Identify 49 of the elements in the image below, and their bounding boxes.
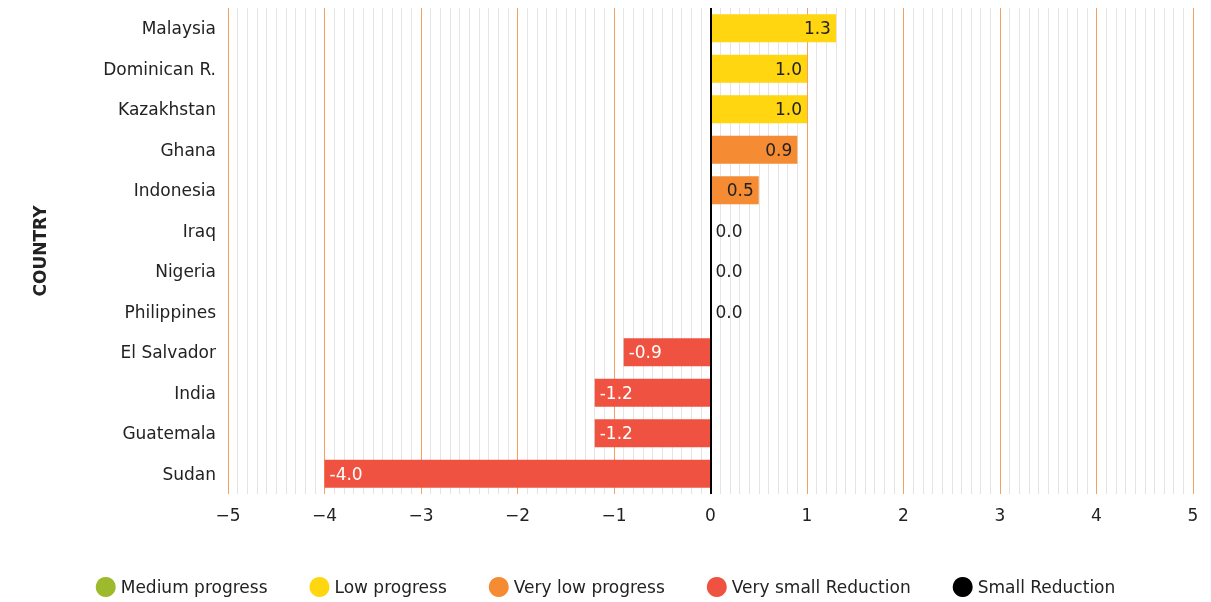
y-tick-label: Philippines	[124, 301, 217, 322]
y-tick-label: Kazakhstan	[118, 99, 216, 120]
data-label: 0.0	[715, 301, 743, 322]
x-tick-label: 2	[898, 504, 909, 525]
y-tick-label: Nigeria	[155, 261, 216, 282]
bar	[594, 419, 711, 448]
data-label: -1.2	[599, 382, 633, 403]
x-tick-label: 1	[801, 504, 813, 525]
data-label: -1.2	[599, 423, 633, 444]
bar	[710, 95, 807, 124]
x-tick-label: 3	[994, 504, 1006, 525]
y-axis-title: COUNTRY	[29, 204, 50, 297]
data-label: -4.0	[329, 463, 363, 484]
y-tick-label: Malaysia	[141, 18, 216, 39]
data-label: -0.9	[628, 342, 662, 363]
y-tick-label: Dominican R.	[103, 58, 216, 79]
y-tick-label: Indonesia	[133, 180, 216, 201]
data-label: 1.0	[774, 58, 802, 79]
bar	[594, 378, 711, 407]
x-tick-label: 5	[1187, 504, 1199, 525]
data-label: 0.9	[765, 139, 793, 160]
y-tick-label: Guatemala	[122, 423, 216, 444]
data-label: 0.0	[715, 220, 743, 241]
y-tick-label: Iraq	[182, 220, 216, 241]
x-tick-label: 4	[1091, 504, 1102, 525]
bar	[710, 135, 798, 164]
y-tick-label: India	[174, 382, 216, 403]
legend-label: Low progress	[334, 577, 447, 597]
x-tick-label: −4	[311, 504, 338, 525]
legend-label: Very low progress	[513, 577, 665, 597]
y-tick-label: Ghana	[160, 139, 216, 160]
y-tick-label: Sudan	[162, 463, 216, 484]
x-tick-label: −3	[408, 504, 434, 525]
legend-label: Small Reduction	[977, 577, 1116, 597]
data-label: 0.5	[726, 180, 754, 201]
bar	[623, 338, 711, 367]
bar	[710, 54, 807, 83]
x-tick-label: 0	[705, 504, 716, 525]
legend-label: Very small Reduction	[731, 577, 911, 597]
data-label: 1.3	[803, 18, 831, 39]
legend-label: Medium progress	[120, 577, 268, 597]
x-tick-label: −1	[601, 504, 627, 525]
y-tick-label: El Salvador	[120, 342, 216, 363]
x-tick-label: −2	[504, 504, 531, 525]
x-tick-label: −5	[215, 504, 241, 525]
bar	[324, 459, 711, 488]
data-label: 0.0	[715, 261, 743, 282]
bar	[710, 14, 836, 43]
data-label: 1.0	[774, 99, 802, 120]
